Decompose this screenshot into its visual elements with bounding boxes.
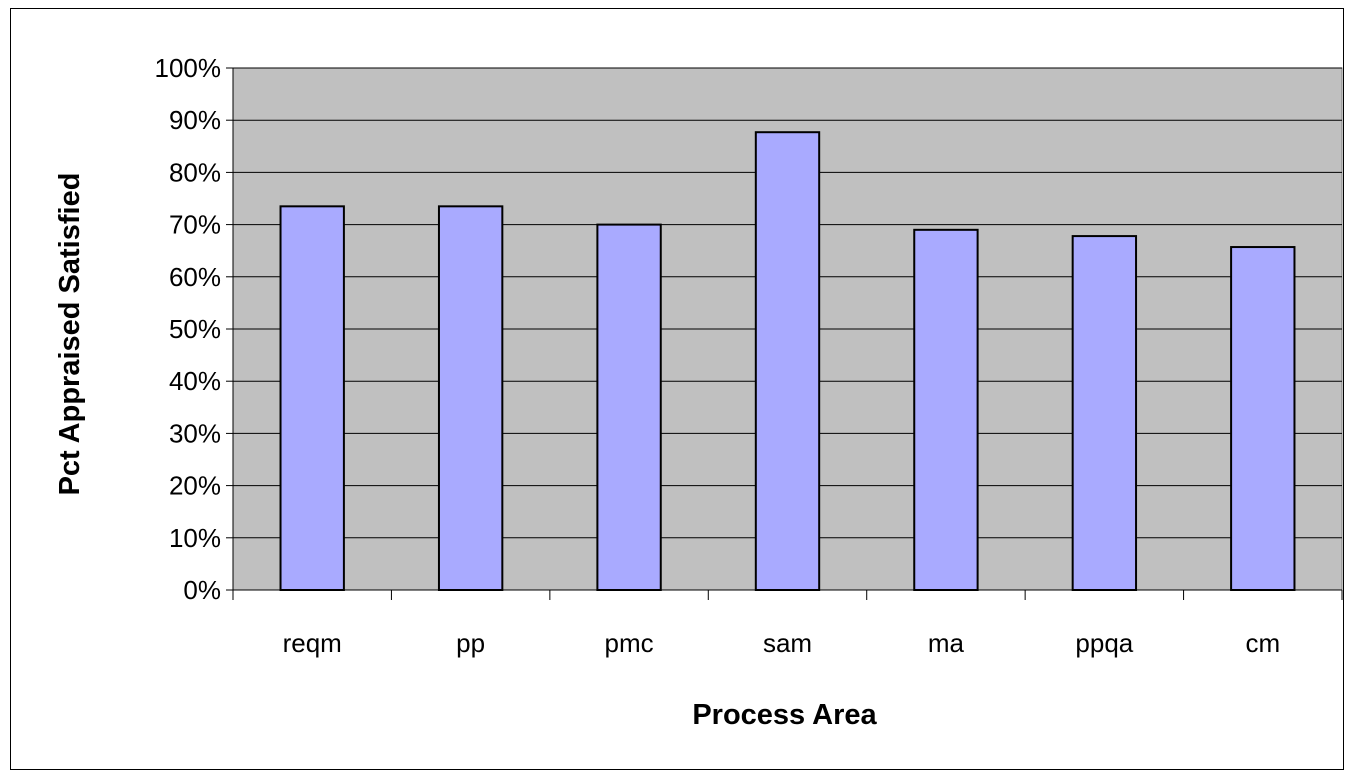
- x-tick-label-sam: sam: [763, 628, 812, 658]
- bar-reqm: [279, 205, 345, 592]
- y-tick-label: 40%: [169, 366, 221, 396]
- y-tick-label: 100%: [155, 53, 222, 83]
- x-tick-label-reqm: reqm: [283, 628, 342, 658]
- bar-pp: [437, 205, 504, 592]
- y-tick-label: 80%: [169, 157, 221, 187]
- x-tick-label-pmc: pmc: [605, 628, 654, 658]
- axes: [226, 67, 1343, 600]
- x-tick-labels: reqm pp pmc sam ma ppqa cm: [283, 628, 1281, 658]
- y-tick-labels: 0% 10% 20% 30% 40% 50% 60% 70% 80% 90% 100%: [155, 53, 222, 605]
- y-axis-title: Pct Appraised Satisfied: [54, 173, 86, 496]
- bar-sam: [754, 131, 821, 591]
- x-tick-label-cm: cm: [1245, 628, 1280, 658]
- bar-pmc: [596, 223, 662, 591]
- x-tick-label-ppqa: ppqa: [1075, 628, 1133, 658]
- x-tick-label-pp: pp: [456, 628, 485, 658]
- x-axis-title: Process Area: [692, 699, 877, 731]
- y-tick-label: 30%: [169, 418, 221, 448]
- bar-ma: [913, 228, 979, 591]
- x-tick-label-ma: ma: [928, 628, 965, 658]
- y-tick-label: 60%: [169, 262, 221, 292]
- y-tick-label: 10%: [169, 523, 221, 553]
- y-tick-label: 70%: [169, 210, 221, 240]
- y-tick-label: 20%: [169, 471, 221, 501]
- bar-cm: [1230, 246, 1296, 592]
- y-tick-label: 50%: [169, 314, 221, 344]
- y-tick-label: 0%: [183, 575, 221, 605]
- bar-ppqa: [1071, 235, 1138, 591]
- y-tick-label: 90%: [169, 105, 221, 135]
